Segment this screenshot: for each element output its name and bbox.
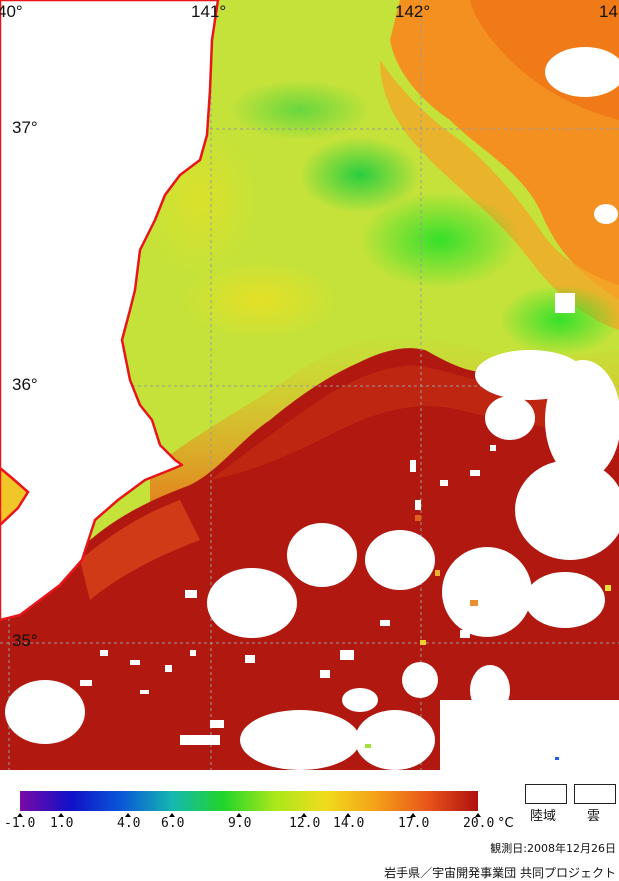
longitude-label-140: 40° — [0, 2, 23, 21]
colorbar-label: 1.0 — [50, 816, 74, 831]
longitude-label-143: 14 — [599, 2, 618, 21]
cloud-mask — [5, 47, 619, 770]
observation-date: 観測日:2008年12月26日 — [490, 842, 616, 855]
colorbar-tick — [410, 813, 416, 817]
colorbar-label: -1.0 — [4, 816, 36, 831]
colorbar-label: 14.0 — [333, 816, 365, 831]
colorbar-label: 4.0 — [117, 816, 141, 831]
latitude-label-36: 36° — [12, 375, 38, 394]
colorbar-label: 17.0 — [398, 816, 430, 831]
honshu-landmass — [0, 0, 220, 622]
map-canvas — [0, 0, 619, 770]
colorbar-tick — [475, 813, 481, 817]
colorbar-unit: °C — [498, 816, 514, 831]
colorbar-label: 6.0 — [161, 816, 185, 831]
credit-line: 岩手県／宇宙開発事業団 共同プロジェクト — [384, 866, 616, 880]
colorbar-tick — [169, 813, 175, 817]
colorbar-tick — [301, 813, 307, 817]
land-legend-label: 陸域 — [530, 809, 557, 824]
colorbar-label: 9.0 — [228, 816, 252, 831]
colorbar-label: 12.0 — [289, 816, 321, 831]
cold-eddy-blob — [360, 192, 520, 288]
latitude-label-35: 35° — [12, 631, 38, 650]
colorbar-tick — [236, 813, 242, 817]
cloud-speckles — [80, 445, 496, 745]
longitude-label-141: 141° — [191, 2, 227, 21]
latitude-label-37: 37° — [12, 118, 38, 137]
land-legend-swatch — [525, 784, 567, 804]
colorbar-tick — [58, 813, 64, 817]
sea-surface-temperature-map: 40° 141° 142° 14 37° 36° 35° — [0, 0, 619, 770]
colorbar-tick — [125, 813, 131, 817]
colorbar-tick — [17, 813, 23, 817]
colorbar-tick — [345, 813, 351, 817]
temperature-colorbar — [20, 791, 478, 811]
cloud-legend-label: 雲 — [587, 809, 601, 824]
cloud-legend-swatch — [574, 784, 616, 804]
longitude-label-142: 142° — [395, 2, 431, 21]
colorbar-label: 20.0 — [463, 816, 495, 831]
warm-speckles — [365, 515, 611, 760]
inland-lake — [0, 466, 30, 527]
